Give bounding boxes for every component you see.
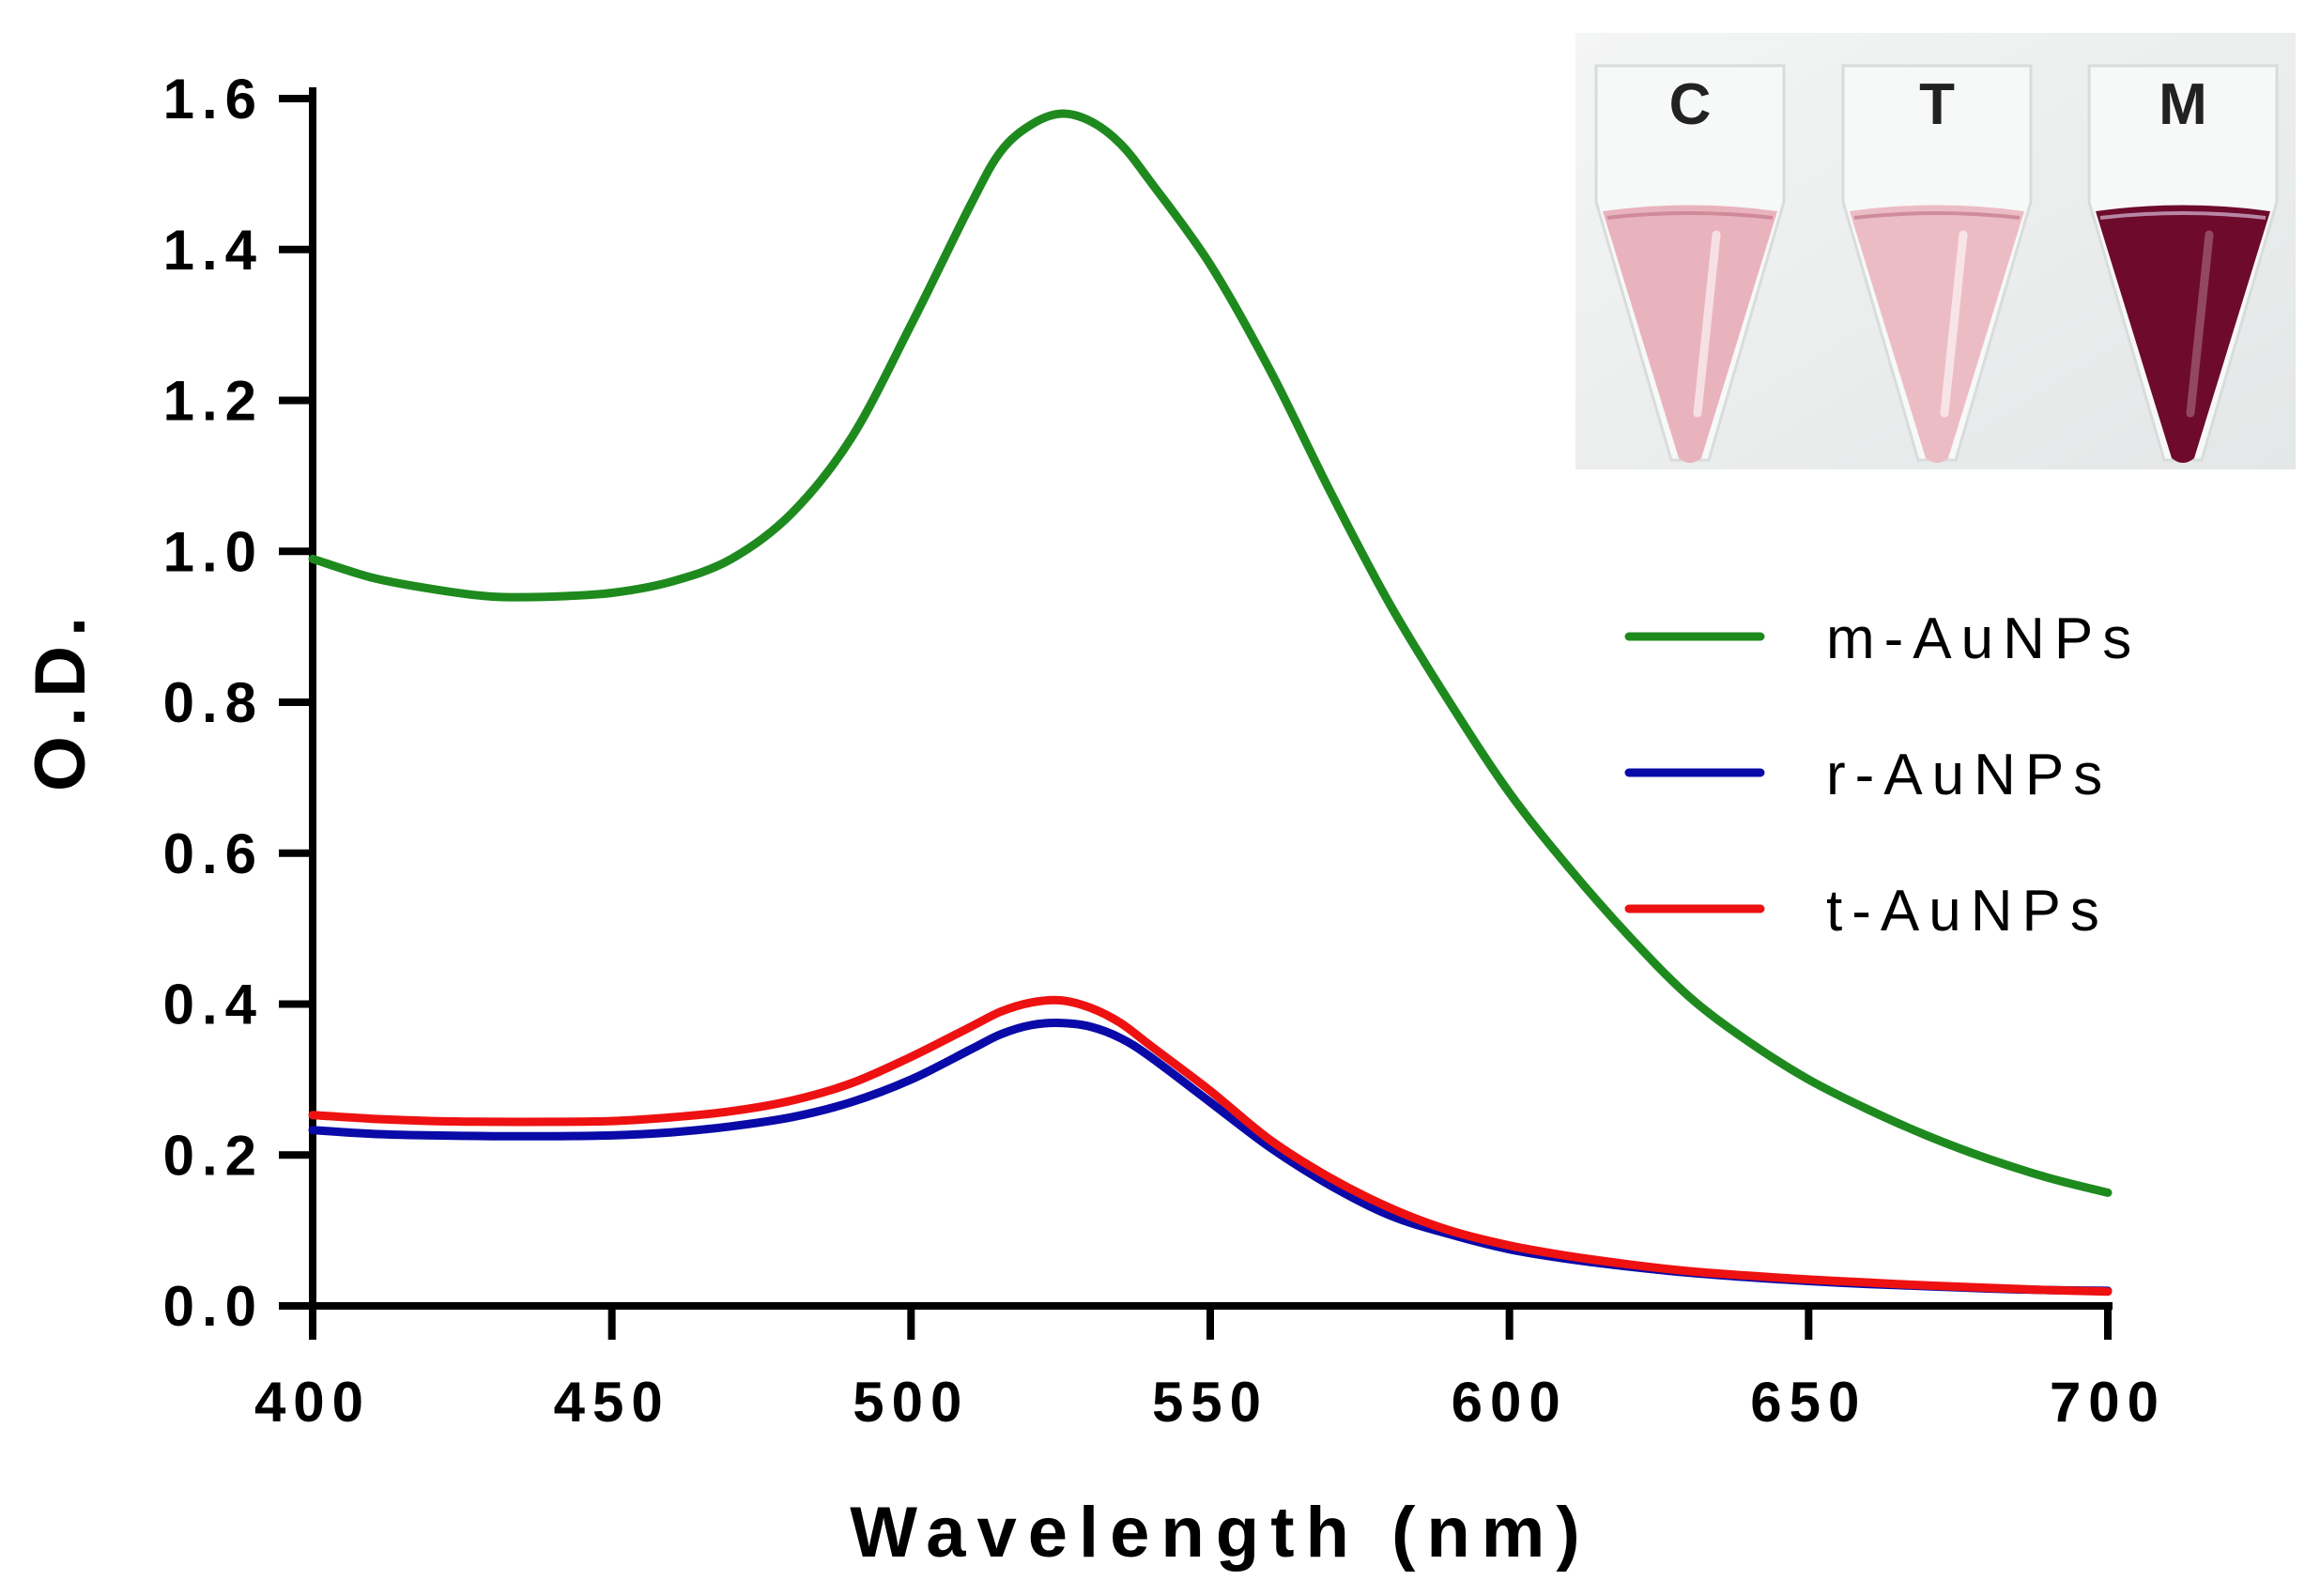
tube-meniscus	[2099, 211, 2267, 220]
tube-reflection	[1940, 230, 1968, 418]
series-line-maunps	[308, 109, 2113, 1197]
x-tick-label: 600	[1452, 1371, 1568, 1434]
y-tick-label: 0.8	[163, 671, 264, 734]
series-line-raunps	[308, 1019, 2113, 1296]
tube-meniscus	[1606, 211, 1774, 220]
x-tick-label: 450	[554, 1371, 670, 1434]
y-tick-label: 0.6	[163, 822, 264, 885]
tube-label: C	[1669, 72, 1712, 137]
tube-liquid	[1850, 205, 2024, 463]
data-series	[308, 109, 2113, 1297]
y-tick-label: 1.6	[163, 68, 264, 130]
legend: m-AuNPs r-AuNPs t-AuNPs	[1624, 606, 2141, 944]
tube-reflection	[2186, 230, 2214, 418]
x-tick-label: 400	[254, 1371, 371, 1434]
axes: 400 450 500 550 600 650 700 0.0 0.2 0.4 0.6 0.8 1.0…	[163, 68, 2166, 1434]
y-tick-label: 0.2	[163, 1124, 264, 1187]
tube-liquid	[1603, 205, 1777, 463]
tube-liquid	[2096, 205, 2270, 463]
y-axis-title: O.D.	[21, 607, 100, 791]
x-tick-label: 500	[853, 1371, 969, 1434]
y-tick-label: 0.4	[163, 974, 264, 1036]
y-ticks: 0.0 0.2 0.4 0.6 0.8 1.0 1.2 1.4 1.6	[163, 68, 313, 1338]
x-ticks: 400 450 500 550 600 650 700	[254, 1306, 2166, 1434]
series-line-taunps	[308, 995, 2113, 1297]
y-tick-label: 1.4	[163, 219, 264, 282]
y-tick-label: 1.0	[163, 520, 264, 583]
tube-label: T	[1919, 72, 1955, 137]
x-tick-label: 650	[1750, 1371, 1867, 1434]
x-axis-title: Wavelength (nm)	[850, 1493, 1590, 1573]
legend-label: m-AuNPs	[1826, 606, 2141, 671]
x-tick-label: 550	[1152, 1371, 1268, 1434]
legend-label: r-AuNPs	[1826, 743, 2112, 807]
y-tick-label: 0.0	[163, 1275, 264, 1338]
x-tick-label: 700	[2050, 1371, 2166, 1434]
y-tick-label: 1.2	[163, 370, 264, 433]
tube-label: M	[2159, 72, 2207, 137]
tube-reflection	[1693, 230, 1721, 418]
legend-label: t-AuNPs	[1826, 879, 2109, 944]
tube-meniscus	[1853, 211, 2021, 220]
